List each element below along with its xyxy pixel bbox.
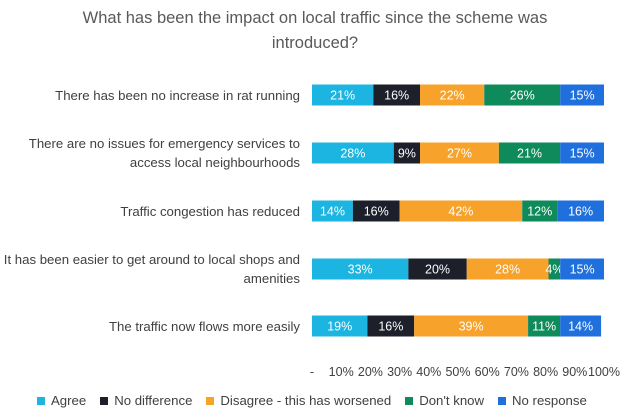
bar-segment <box>373 84 421 106</box>
legend-swatch <box>37 396 45 405</box>
data-label: 33% <box>348 263 373 277</box>
data-label: 19% <box>327 320 352 334</box>
legend-item: No difference <box>100 393 192 408</box>
legend-item: No response <box>498 393 587 408</box>
bar-segment <box>557 200 604 222</box>
bar-segment <box>560 84 604 106</box>
data-label: 26% <box>510 89 535 103</box>
x-tick-label: 60% <box>475 365 500 379</box>
bar-segment <box>420 84 485 106</box>
legend-swatch <box>498 396 507 405</box>
bar-segment <box>560 142 604 164</box>
x-tick-label: 100% <box>588 365 620 379</box>
category-label-line: amenities <box>243 271 300 286</box>
data-label: 28% <box>340 147 365 161</box>
data-label: 39% <box>459 320 484 334</box>
legend-item: Agree <box>37 393 86 408</box>
category-label: There are no issues for emergency servic… <box>10 134 300 172</box>
bar-segment <box>312 142 394 164</box>
x-tick-label: - <box>310 365 314 379</box>
category-label-line: It has been easier to get around to loca… <box>3 252 300 267</box>
data-label: 11% <box>532 320 556 334</box>
data-label: 14% <box>320 205 345 219</box>
legend-swatch <box>100 396 109 405</box>
data-label: 9% <box>398 147 416 161</box>
bar-segment <box>367 315 415 337</box>
data-label: 15% <box>570 263 595 277</box>
category-label-line: The traffic now flows more easily <box>108 318 300 334</box>
bar-segment <box>393 142 421 164</box>
chart-title-line-2: introduced? <box>271 34 359 52</box>
data-label: 14% <box>568 320 593 334</box>
x-tick-label: 70% <box>504 365 529 379</box>
chart-title: What has been the impact on local traffi… <box>0 6 630 56</box>
bar-segment <box>352 200 400 222</box>
x-tick-label: 10% <box>329 365 354 379</box>
data-label: 21% <box>517 147 542 161</box>
data-label: 15% <box>570 147 595 161</box>
bar-segment <box>498 142 561 164</box>
bar-segment <box>466 258 549 280</box>
data-label: 22% <box>440 89 465 103</box>
category-label-line: There has been no increase in rat runnin… <box>55 87 300 103</box>
x-tick-label: 20% <box>358 365 383 379</box>
x-tick-label: 90% <box>562 365 587 379</box>
data-label: 21% <box>330 89 355 103</box>
bar-segment <box>522 200 558 222</box>
legend-swatch <box>206 396 215 405</box>
data-label: 12% <box>527 205 552 219</box>
chart-legend: Agree No difference Disagree - this has wo… <box>37 393 601 408</box>
data-label: 4% <box>545 263 563 277</box>
category-label: The traffic now flows more easily <box>10 317 300 336</box>
x-tick-label: 50% <box>445 365 470 379</box>
x-tick-label: 40% <box>416 365 441 379</box>
legend-swatch <box>405 396 414 405</box>
bar-segment <box>312 84 374 106</box>
data-label: 42% <box>448 205 473 219</box>
legend-label: Agree <box>51 393 87 408</box>
bar-segment <box>548 258 561 280</box>
legend-label: Disagree - this has worsened <box>220 393 392 408</box>
data-label: 16% <box>378 320 403 334</box>
legend-item: Disagree - this has worsened <box>206 393 391 408</box>
bar-segment <box>560 258 604 280</box>
data-label: 16% <box>568 205 593 219</box>
legend-label: No difference <box>114 393 193 408</box>
data-label: 16% <box>384 89 409 103</box>
bar-segment <box>408 258 467 280</box>
bar-segment <box>312 315 368 337</box>
legend-label: No response <box>512 393 587 408</box>
data-label: 15% <box>570 89 595 103</box>
bar-segment <box>312 200 353 222</box>
category-label: There has been no increase in rat runnin… <box>10 86 300 105</box>
category-label-line: There are no issues for emergency servic… <box>28 136 300 151</box>
bar-segment <box>528 315 561 337</box>
data-label: 28% <box>495 263 520 277</box>
legend-label: Don't know <box>419 393 485 408</box>
x-tick-label: 80% <box>533 365 558 379</box>
x-tick-label: 30% <box>387 365 412 379</box>
category-label-line: Traffic congestion has reduced <box>120 203 300 219</box>
data-label: 16% <box>364 205 389 219</box>
category-label: It has been easier to get around to loca… <box>0 250 300 288</box>
legend-item: Don't know <box>405 393 484 408</box>
data-label: 20% <box>425 263 450 277</box>
bar-segment <box>560 315 602 337</box>
bar-segment <box>484 84 561 106</box>
category-label: Traffic congestion has reduced <box>10 202 300 221</box>
bar-segment <box>414 315 529 337</box>
bar-segment <box>399 200 523 222</box>
category-label-line: access local neighbourhoods <box>129 155 300 170</box>
chart-title-line-1: What has been the impact on local traffi… <box>82 9 548 27</box>
data-label: 27% <box>447 147 472 161</box>
bar-segment <box>420 142 499 164</box>
bar-segment <box>312 258 409 280</box>
